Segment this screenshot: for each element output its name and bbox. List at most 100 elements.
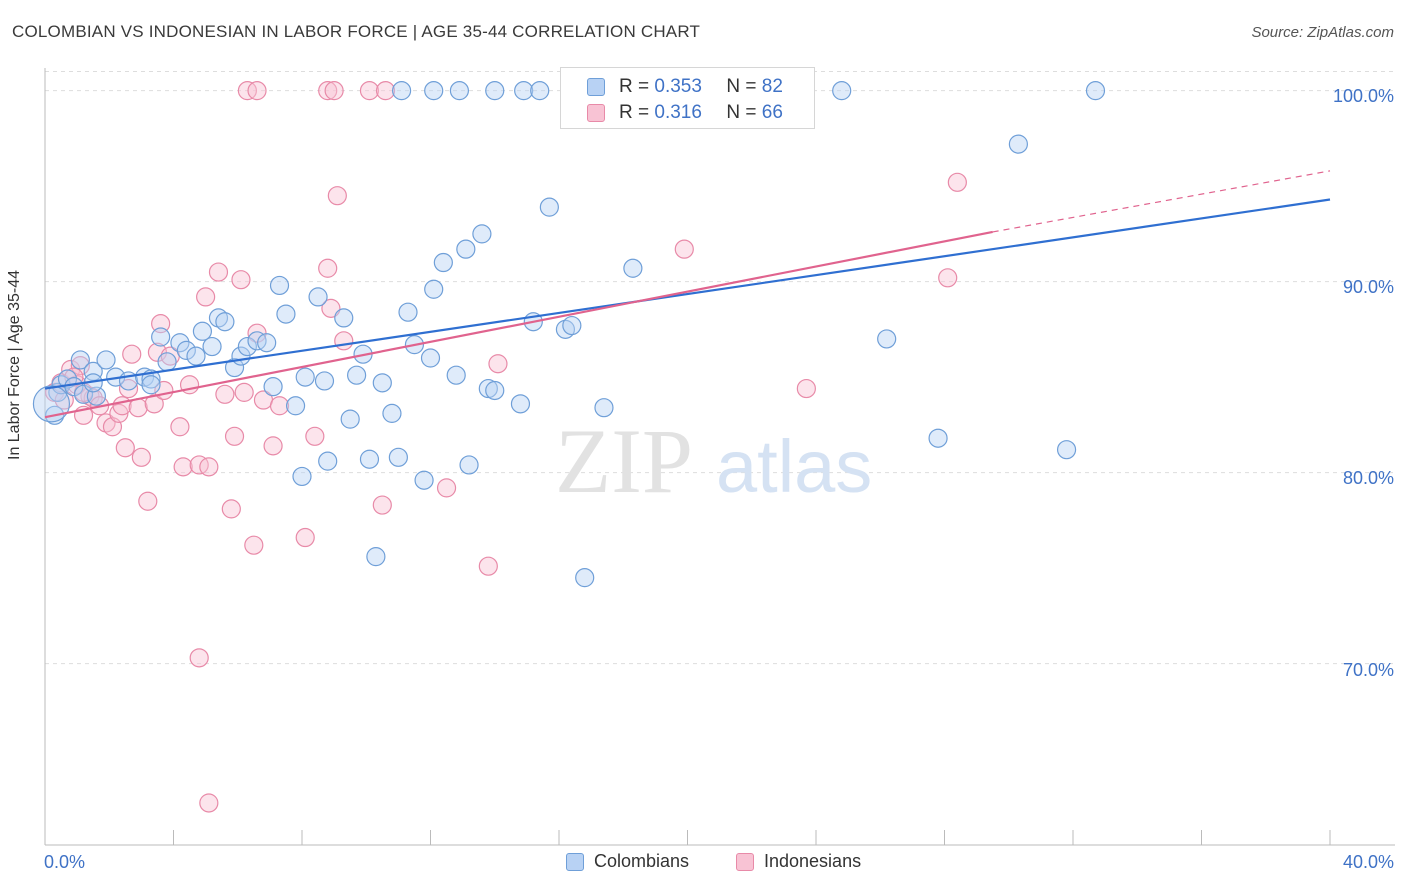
colombians-point [623, 258, 643, 278]
r-label: R = [619, 102, 650, 123]
colombians-point [928, 428, 948, 448]
colombians-point [575, 568, 595, 588]
colombians-point [215, 312, 235, 332]
indonesians-point [263, 436, 283, 456]
legend-row-indonesians: R = 0.316 N = 66 [587, 102, 783, 124]
indonesians-label: Indonesians [764, 851, 862, 871]
colombians-point [141, 375, 161, 395]
colombians-point [359, 449, 380, 469]
indonesians-point [269, 396, 290, 416]
n-value: 66 [761, 102, 783, 123]
indonesians-point [305, 426, 325, 446]
indonesians-trend-line [44, 230, 993, 419]
colombians-point [192, 321, 213, 341]
y-tick-label: 70.0% [1342, 660, 1394, 680]
indonesians-point [231, 270, 251, 290]
indonesians-point [478, 556, 498, 576]
colombians-point [247, 331, 267, 351]
r-value: 0.353 [654, 76, 702, 97]
indonesians-point [131, 447, 151, 467]
indonesians-point [128, 398, 148, 418]
colombians-trend-line [44, 198, 1331, 390]
colombians-point [32, 385, 71, 423]
indonesians-point [244, 535, 264, 555]
n-label: N = [726, 76, 757, 97]
indonesians-point [118, 378, 139, 399]
colombians-point [1056, 440, 1077, 460]
indonesians-point [247, 81, 267, 101]
colombians-point [176, 340, 196, 360]
indonesians-point [796, 378, 816, 399]
colombians-point [424, 81, 444, 101]
indonesians-point [674, 239, 694, 259]
r-value: 0.316 [654, 102, 702, 123]
colombians-swatch [587, 78, 605, 96]
colombians-point [202, 336, 222, 357]
y-tick-label: 100.0% [1332, 86, 1394, 106]
colombians-point [877, 329, 897, 349]
colombians-point [449, 81, 470, 101]
n-label: N = [726, 102, 757, 123]
indonesians-swatch [736, 852, 754, 871]
colombians-point [340, 409, 360, 429]
colombians-point [433, 252, 453, 273]
colombians-point [414, 470, 434, 490]
colombians-point [292, 466, 312, 487]
indonesians-point [224, 426, 245, 446]
correlation-legend: R = 0.353 N = 82 R = 0.316 N = 66 [560, 67, 815, 129]
colombians-point [151, 327, 171, 347]
colombians-point [485, 380, 505, 401]
indonesians-point [189, 648, 209, 668]
colombians-point [318, 451, 338, 471]
x-tick-label: 40.0% [1342, 852, 1394, 872]
indonesians-point [196, 287, 216, 307]
colombians-point [263, 377, 283, 397]
colombians-point [391, 81, 412, 101]
watermark-atlas: atlas [716, 425, 872, 508]
indonesians-point [199, 457, 219, 477]
colombians-point [510, 394, 531, 414]
colombians-point [485, 81, 505, 101]
colombians-point [334, 308, 354, 328]
colombians-point [186, 346, 206, 366]
indonesians-point [170, 417, 190, 437]
trend-lines [44, 170, 1331, 419]
colombians-point [314, 371, 335, 391]
colombians-point [594, 398, 614, 418]
indonesians-point [122, 344, 142, 364]
colombians-point [1085, 81, 1106, 101]
legend-row-colombians: R = 0.353 N = 82 [587, 76, 783, 98]
bottom-legend-indonesians: Indonesians [736, 851, 861, 872]
y-tick-label: 90.0% [1342, 277, 1394, 297]
colombians-point [170, 333, 190, 353]
colombians-point [1008, 134, 1028, 154]
colombians-point [257, 333, 277, 353]
indonesians-point [208, 262, 229, 282]
indonesians-point [321, 298, 341, 318]
colombians-point [446, 365, 466, 385]
indonesians-point [237, 81, 257, 101]
colombians-point [420, 348, 441, 368]
gridlines [45, 71, 1395, 665]
indonesians-swatch [587, 104, 605, 122]
axes [44, 68, 1395, 846]
colombians-point [539, 197, 559, 217]
colombians-point [472, 224, 492, 244]
watermark-zip: ZIP [555, 410, 693, 512]
colombians-point [308, 287, 328, 307]
indonesians-point [112, 396, 132, 416]
indonesians-point [324, 81, 344, 101]
indonesians-point [199, 793, 219, 813]
colombians-point [366, 547, 386, 567]
indonesians-point [327, 186, 347, 206]
colombians-point [347, 365, 367, 385]
chart-title: COLOMBIAN VS INDONESIAN IN LABOR FORCE |… [12, 22, 701, 41]
colombians-point [276, 304, 296, 324]
indonesians-point [189, 455, 209, 475]
indonesians-point [138, 491, 158, 511]
colombians-point [372, 373, 392, 393]
colombians-point [459, 455, 479, 475]
indonesians-point [359, 81, 380, 101]
colombians-swatch [566, 852, 584, 871]
